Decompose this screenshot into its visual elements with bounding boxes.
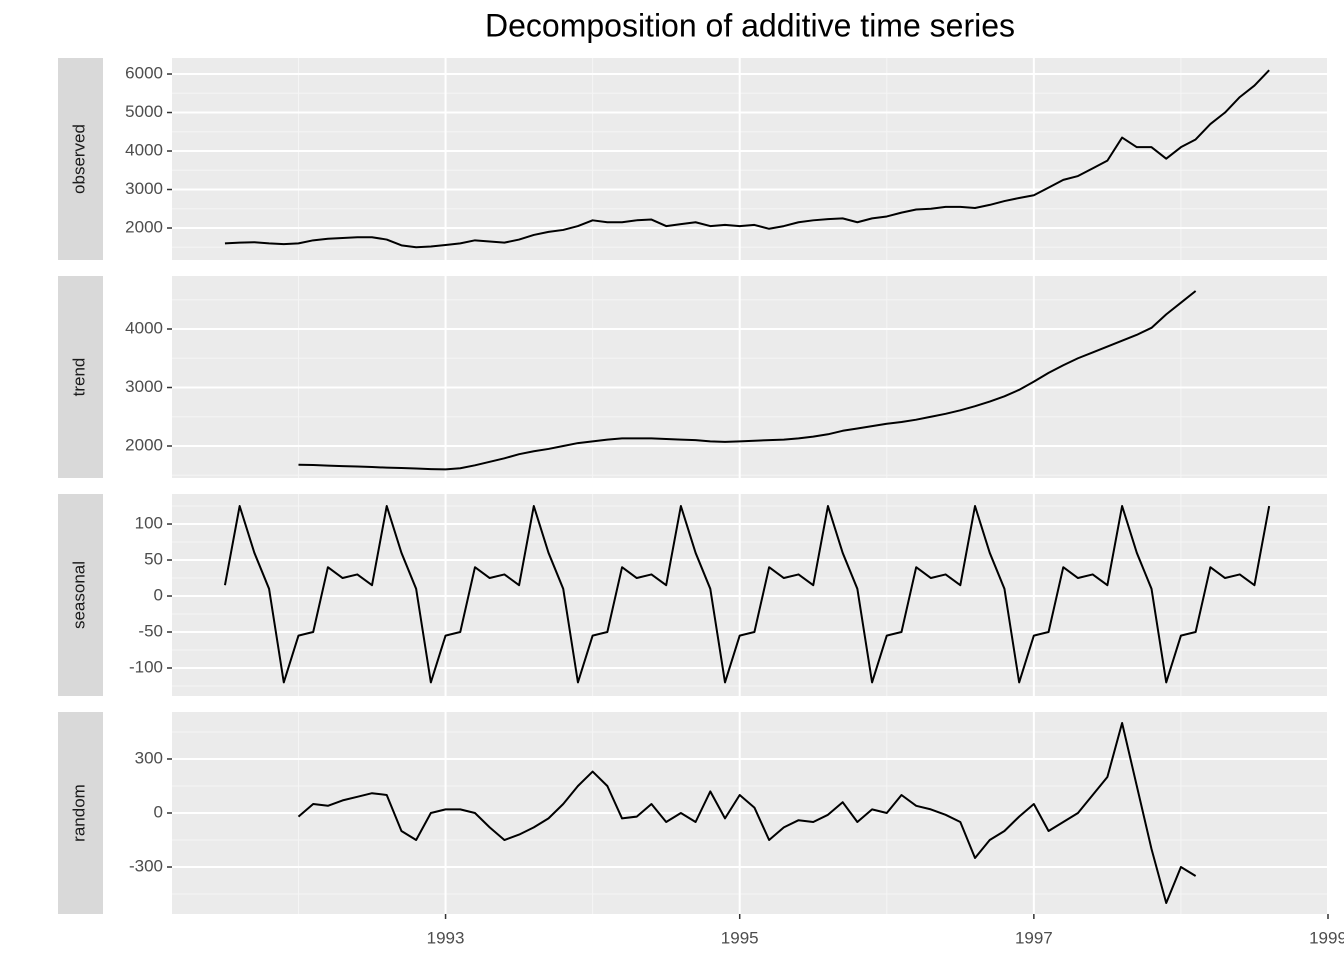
strip-background	[58, 712, 103, 914]
strip-background	[58, 58, 103, 260]
strip-label: seasonal	[69, 561, 88, 629]
strip-label: random	[69, 784, 88, 842]
y-tick-label: 3000	[125, 377, 163, 396]
strip-background	[58, 494, 103, 696]
y-tick-label: 4000	[125, 318, 163, 337]
panel-background	[172, 58, 1328, 260]
y-tick-label: -100	[129, 657, 163, 676]
y-tick-label: 4000	[125, 140, 163, 159]
x-tick-label: 1993	[427, 928, 465, 947]
y-tick-label: 2000	[125, 435, 163, 454]
panel-background	[172, 494, 1328, 696]
x-tick-label: 1995	[721, 928, 759, 947]
y-tick-label: 0	[154, 585, 163, 604]
y-tick-label: 5000	[125, 102, 163, 121]
y-tick-label: 2000	[125, 217, 163, 236]
strip-background	[58, 276, 103, 478]
y-tick-label: -300	[129, 856, 163, 875]
y-tick-label: 6000	[125, 63, 163, 82]
x-tick-label: 1999	[1309, 928, 1344, 947]
y-tick-label: 300	[135, 748, 163, 767]
strip-label: observed	[69, 124, 88, 194]
series-line	[224, 69, 1270, 249]
y-tick-label: -50	[138, 621, 163, 640]
y-tick-label: 3000	[125, 179, 163, 198]
series-line	[298, 290, 1197, 471]
y-tick-label: 0	[154, 802, 163, 821]
panel-background	[172, 276, 1328, 478]
x-tick-label: 1997	[1015, 928, 1053, 947]
series-line	[223, 505, 1271, 684]
series-line	[297, 721, 1197, 905]
strip-label: trend	[69, 358, 88, 397]
chart-title: Decomposition of additive time series	[485, 7, 1015, 43]
y-tick-label: 50	[144, 549, 163, 568]
y-tick-label: 100	[135, 514, 163, 533]
